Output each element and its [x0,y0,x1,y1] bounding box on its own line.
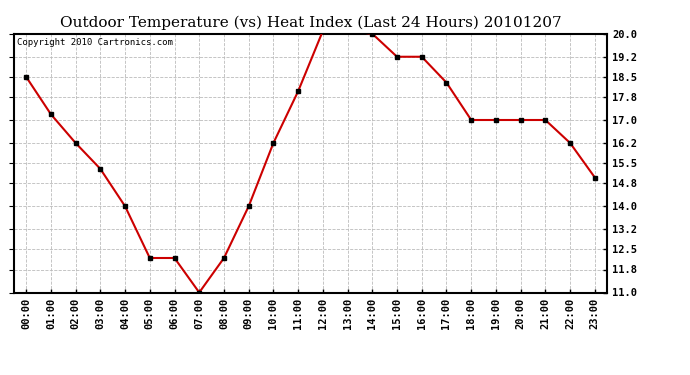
Text: Copyright 2010 Cartronics.com: Copyright 2010 Cartronics.com [17,38,172,46]
Title: Outdoor Temperature (vs) Heat Index (Last 24 Hours) 20101207: Outdoor Temperature (vs) Heat Index (Las… [60,15,561,30]
